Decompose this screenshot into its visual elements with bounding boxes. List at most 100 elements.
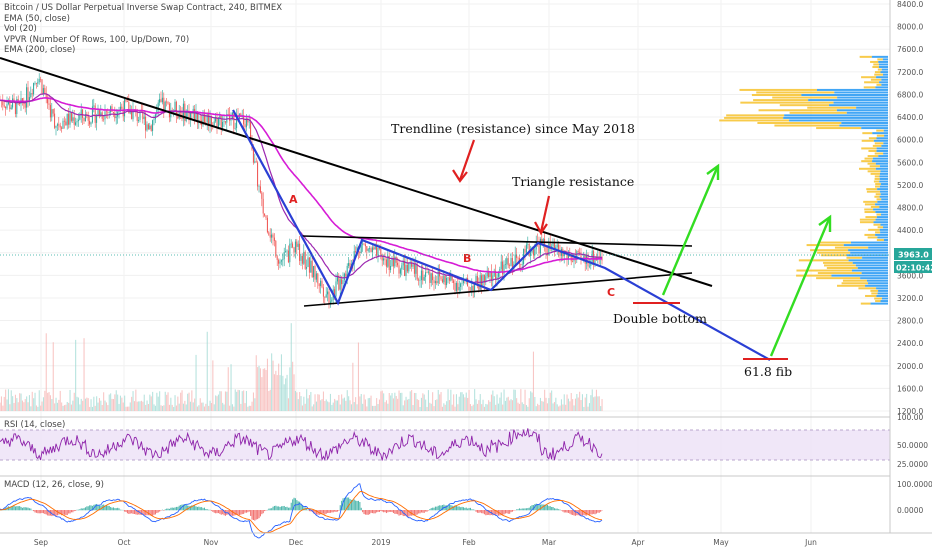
volume-bar: [548, 398, 550, 411]
macd-hist-bar: [425, 510, 427, 512]
volume-bar: [545, 397, 547, 411]
macd-hist-bar: [360, 507, 362, 511]
candle-body: [583, 254, 585, 259]
candle-body: [161, 97, 163, 103]
triangle-upper-line[interactable]: [301, 235, 693, 247]
volume-bar: [567, 398, 569, 411]
candle-body: [415, 264, 417, 274]
volume-bar: [357, 342, 359, 411]
legend-title[interactable]: Bitcoin / US Dollar Perpetual Inverse Sw…: [4, 3, 283, 13]
macd-hist-bar: [117, 507, 119, 511]
macd-hist-bar: [72, 510, 74, 513]
time-axis[interactable]: Sep Oct Nov Dec 2019 Feb Mar Apr May Jun: [34, 538, 817, 547]
volume-bar: [175, 405, 177, 411]
volume-bar: [588, 403, 590, 411]
volume-bar: [143, 394, 145, 411]
volume-bar: [430, 403, 432, 411]
candle-body: [336, 275, 338, 282]
candle-body: [474, 282, 476, 292]
volume-bar: [439, 394, 441, 411]
candle-body: [467, 277, 469, 287]
vpvr-bar-up: [873, 139, 888, 142]
annotation-trendline: Trendline (resistance) since May 2018: [391, 121, 635, 136]
candle-body: [453, 280, 455, 283]
candle-body: [509, 265, 511, 266]
volume-bar: [170, 397, 172, 411]
annotation-triangle: Triangle resistance: [512, 174, 634, 189]
volume-bar: [409, 391, 411, 411]
macd-hist-bar: [468, 507, 470, 511]
candle-body: [553, 241, 555, 250]
volume-bar: [366, 406, 368, 411]
vpvr-bar-up: [875, 211, 888, 214]
macd-hist-bar: [548, 506, 550, 511]
volume-bar: [335, 400, 337, 411]
drawings: [0, 57, 832, 361]
macd-hist-bar: [192, 505, 194, 511]
vpvr-bar-up: [846, 111, 888, 114]
volume-bar: [89, 406, 91, 411]
volume-bar: [101, 404, 103, 411]
legend-line-ema50[interactable]: EMA (50, close): [4, 13, 70, 24]
candle-body: [236, 115, 238, 129]
macd-hist-bar: [290, 502, 292, 511]
vpvr-bar-up: [872, 160, 888, 163]
volume-bar: [457, 404, 459, 411]
macd-hist-bar: [413, 510, 415, 516]
macd-panel-label[interactable]: MACD (12, 26, close, 9): [4, 480, 104, 490]
macd-hist-bar: [41, 510, 43, 514]
triangle-lower-line[interactable]: [303, 272, 693, 307]
wave-abc-path[interactable]: [232, 109, 771, 361]
macd-hist-bar: [523, 508, 525, 511]
volume-bar: [34, 392, 36, 411]
candle-body: [159, 99, 161, 103]
legend-line-ema200[interactable]: EMA (200, close): [4, 45, 76, 55]
rsi-line: [0, 428, 603, 462]
macd-hist-bar: [359, 502, 361, 511]
candle-body: [430, 273, 432, 283]
vpvr-bar-down: [796, 274, 832, 277]
volume-bar: [98, 398, 100, 411]
candle-body: [460, 283, 462, 287]
macd-hist-bar: [394, 510, 396, 514]
time-tick-label: Oct: [118, 538, 131, 547]
volume-bar: [290, 323, 292, 411]
macd-hist-bar: [392, 510, 394, 513]
volume-bar: [415, 393, 417, 411]
macd-hist-bar: [387, 510, 389, 513]
vpvr-bar-up: [829, 104, 888, 107]
macd-hist-bar: [110, 507, 112, 511]
macd-hist-bar: [159, 510, 161, 512]
volume-bar: [142, 401, 144, 411]
macd-hist-bar: [353, 499, 355, 511]
volume-bar: [84, 398, 86, 411]
vpvr-bar-up: [876, 149, 888, 152]
volume-bar: [331, 404, 333, 411]
volume-bar: [16, 398, 18, 411]
price-axis[interactable]: 8400.0 8000.0 7600.0 7200.0 6800.0 6400.0 6000…: [897, 0, 923, 416]
volume-bar: [458, 396, 460, 411]
volume-bar: [325, 399, 327, 411]
candle-body: [481, 275, 483, 286]
candle-body: [572, 261, 574, 262]
volume-bar: [394, 392, 396, 411]
macd-hist-bar: [238, 510, 240, 516]
volume-bar: [230, 364, 232, 411]
legend-line-volume[interactable]: Vol (20): [4, 24, 37, 34]
candle-body: [33, 83, 35, 95]
volume-bar: [156, 392, 158, 411]
volume-bar: [433, 406, 435, 411]
vpvr-bar-down: [874, 177, 880, 180]
candle-body: [433, 280, 435, 284]
candle-body: [226, 114, 228, 123]
volume-bar: [265, 369, 267, 411]
rsi-panel-label[interactable]: RSI (14, close): [4, 420, 66, 430]
vpvr-bar-down: [817, 251, 851, 254]
volume-bar: [187, 393, 189, 411]
volume-bar: [21, 400, 23, 411]
candle-body: [394, 256, 396, 267]
legend-line-vpvr[interactable]: VPVR (Number Of Rows, 100, Up/Down, 70): [4, 34, 190, 45]
trendline-resistance[interactable]: [0, 57, 713, 287]
vpvr-bar-up: [875, 167, 888, 170]
macd-hist-bar: [380, 510, 382, 512]
